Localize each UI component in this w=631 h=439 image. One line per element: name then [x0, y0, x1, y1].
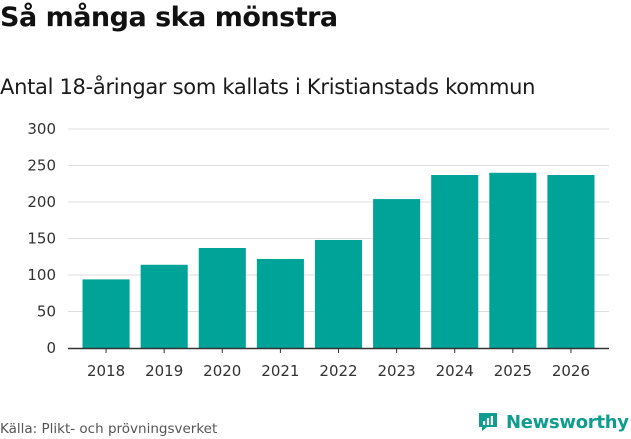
newsworthy-logo-icon — [479, 413, 497, 431]
y-tick-label: 250 — [27, 157, 56, 175]
bar-2022 — [314, 239, 363, 348]
x-tick-label: 2020 — [203, 362, 241, 380]
y-tick-label: 150 — [27, 230, 56, 248]
bar-2021 — [256, 258, 304, 348]
x-tick-label: 2026 — [552, 362, 590, 380]
bar-chart: 0 50 100 150 200 250 300 2018 2019 2020 2021 2022 20… — [27, 120, 609, 380]
bar-2020 — [198, 247, 246, 348]
x-tick-label: 2024 — [436, 362, 474, 380]
y-tick-label: 0 — [46, 339, 56, 357]
y-tick-label: 200 — [27, 193, 56, 211]
bars — [82, 172, 595, 348]
chart-title: Så många ska mönstra — [0, 2, 338, 33]
x-tick-label: 2019 — [145, 362, 183, 380]
x-tick-label: 2023 — [378, 362, 416, 380]
y-tick-label: 300 — [27, 120, 56, 138]
bar-2019 — [140, 264, 188, 348]
bar-2024 — [431, 174, 479, 348]
bar-2018 — [82, 279, 130, 348]
axes: 0 50 100 150 200 250 300 2018 2019 2020 2021 2022 20… — [27, 120, 609, 380]
chart-subtitle: Antal 18-åringar som kallats i Kristians… — [0, 75, 536, 99]
brand-logo-lockup: Newsworthy — [476, 407, 629, 437]
y-tick-label: 50 — [37, 303, 56, 321]
bar-2023 — [373, 199, 421, 348]
y-tick-label: 100 — [27, 266, 56, 284]
x-tick-label: 2018 — [87, 362, 125, 380]
source-note: Källa: Plikt- och prövningsverket — [0, 421, 218, 437]
x-tick-label: 2025 — [494, 362, 532, 380]
x-tick-label: 2021 — [261, 362, 299, 380]
bar-2025 — [489, 172, 537, 348]
x-tick-label: 2022 — [319, 362, 357, 380]
brand-name: Newsworthy — [506, 411, 629, 433]
bar-2026 — [547, 174, 595, 348]
